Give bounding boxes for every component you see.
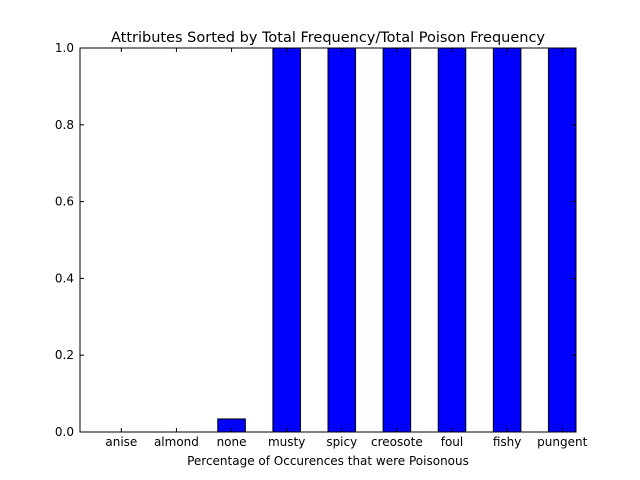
y-tick-label: 0.6 xyxy=(55,195,74,209)
x-axis: anise almond none musty spicy creosote foul fis… xyxy=(105,48,588,449)
x-tick-label-anise: anise xyxy=(105,435,137,449)
y-tick-label: 0.0 xyxy=(55,425,74,439)
x-tick-label-almond: almond xyxy=(154,435,199,449)
bar-musty xyxy=(272,47,301,433)
x-axis-label: Percentage of Occurences that were Poiso… xyxy=(187,454,469,468)
bar-fishy xyxy=(492,47,522,433)
bars-group xyxy=(217,47,577,433)
y-tick-label: 0.2 xyxy=(55,348,74,362)
plot-frame xyxy=(79,47,577,433)
x-tick-label-creosote: creosote xyxy=(371,435,423,449)
x-tick-label-spicy: spicy xyxy=(326,435,357,449)
y-tick-label: 0.8 xyxy=(55,118,74,132)
bar-creosote xyxy=(382,47,412,433)
y-tick-label: 0.4 xyxy=(55,271,74,285)
bar-pungent xyxy=(547,47,577,433)
x-tick-label-foul: foul xyxy=(441,435,464,449)
y-tick-label: 1.0 xyxy=(55,41,74,55)
x-tick-label-pungent: pungent xyxy=(537,435,587,449)
chart-title: Attributes Sorted by Total Frequency/Tot… xyxy=(111,30,545,46)
bar-foul xyxy=(437,47,467,433)
bar-spicy xyxy=(327,47,357,433)
x-tick-label-fishy: fishy xyxy=(493,435,522,449)
y-axis: 0.0 0.2 0.4 0.6 0.8 1.0 xyxy=(55,41,576,439)
x-tick-label-none: none xyxy=(217,435,247,449)
x-tick-label-musty: musty xyxy=(268,435,305,449)
